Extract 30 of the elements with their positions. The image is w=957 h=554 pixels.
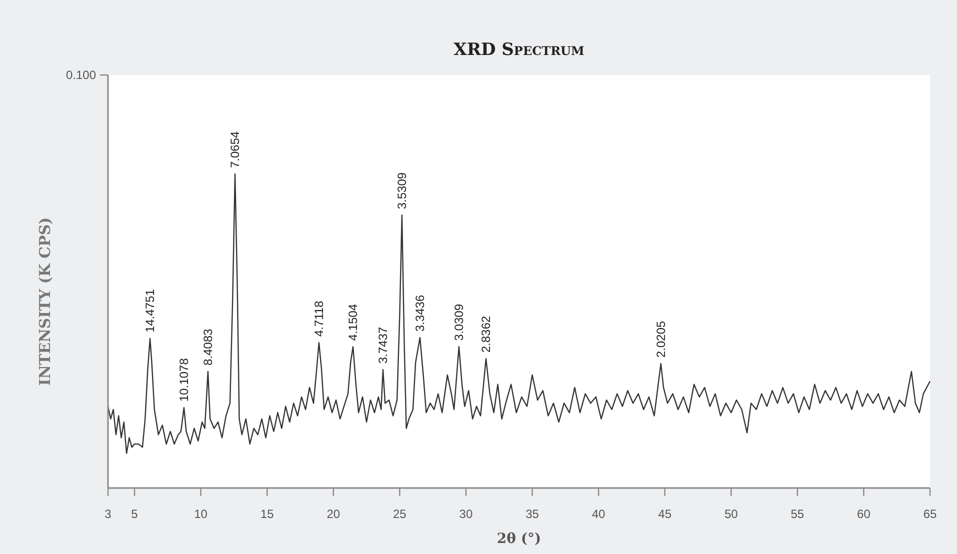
- y-axis-title: INTENSITY (K CPS): [36, 217, 54, 386]
- annotation: 4.7118: [312, 300, 326, 337]
- x-tick-label: 45: [658, 507, 672, 521]
- x-tick-label: 10: [194, 507, 208, 521]
- annotation: 3.5309: [394, 172, 409, 210]
- x-tick-label: 35: [526, 507, 540, 521]
- annotation: 8.4083: [200, 328, 215, 366]
- x-tick-label: 5: [131, 507, 138, 521]
- annotation: 3.3436: [412, 294, 427, 332]
- x-tick-label: 15: [260, 507, 274, 521]
- text: 0.100: [66, 68, 96, 82]
- annotation: 4.1504: [346, 304, 360, 341]
- annotation: 14.4751: [143, 288, 158, 333]
- x-tick-label: 25: [393, 507, 407, 521]
- x-tick-label: 20: [326, 507, 340, 521]
- x-tick-label: 50: [724, 507, 738, 521]
- x-tick-label: 30: [459, 507, 473, 521]
- chart-title: XRD Spectrum: [454, 40, 584, 60]
- x-tick-label: 65: [923, 507, 937, 521]
- annotation: 7.0654: [228, 130, 242, 168]
- x-tick-label: 40: [592, 507, 606, 521]
- x-tick-label: 55: [790, 507, 804, 521]
- x-tick-label: 3: [104, 507, 112, 521]
- annotation: 2.8362: [478, 316, 493, 353]
- annotation: 3.7437: [376, 326, 390, 364]
- x-axis-title: 2θ (°): [496, 531, 542, 547]
- annotation: 10.1078: [176, 358, 191, 402]
- x-tick-label: 60: [857, 507, 871, 521]
- annotation: 3.0309: [452, 304, 466, 341]
- annotation: 2.0205: [654, 320, 668, 358]
